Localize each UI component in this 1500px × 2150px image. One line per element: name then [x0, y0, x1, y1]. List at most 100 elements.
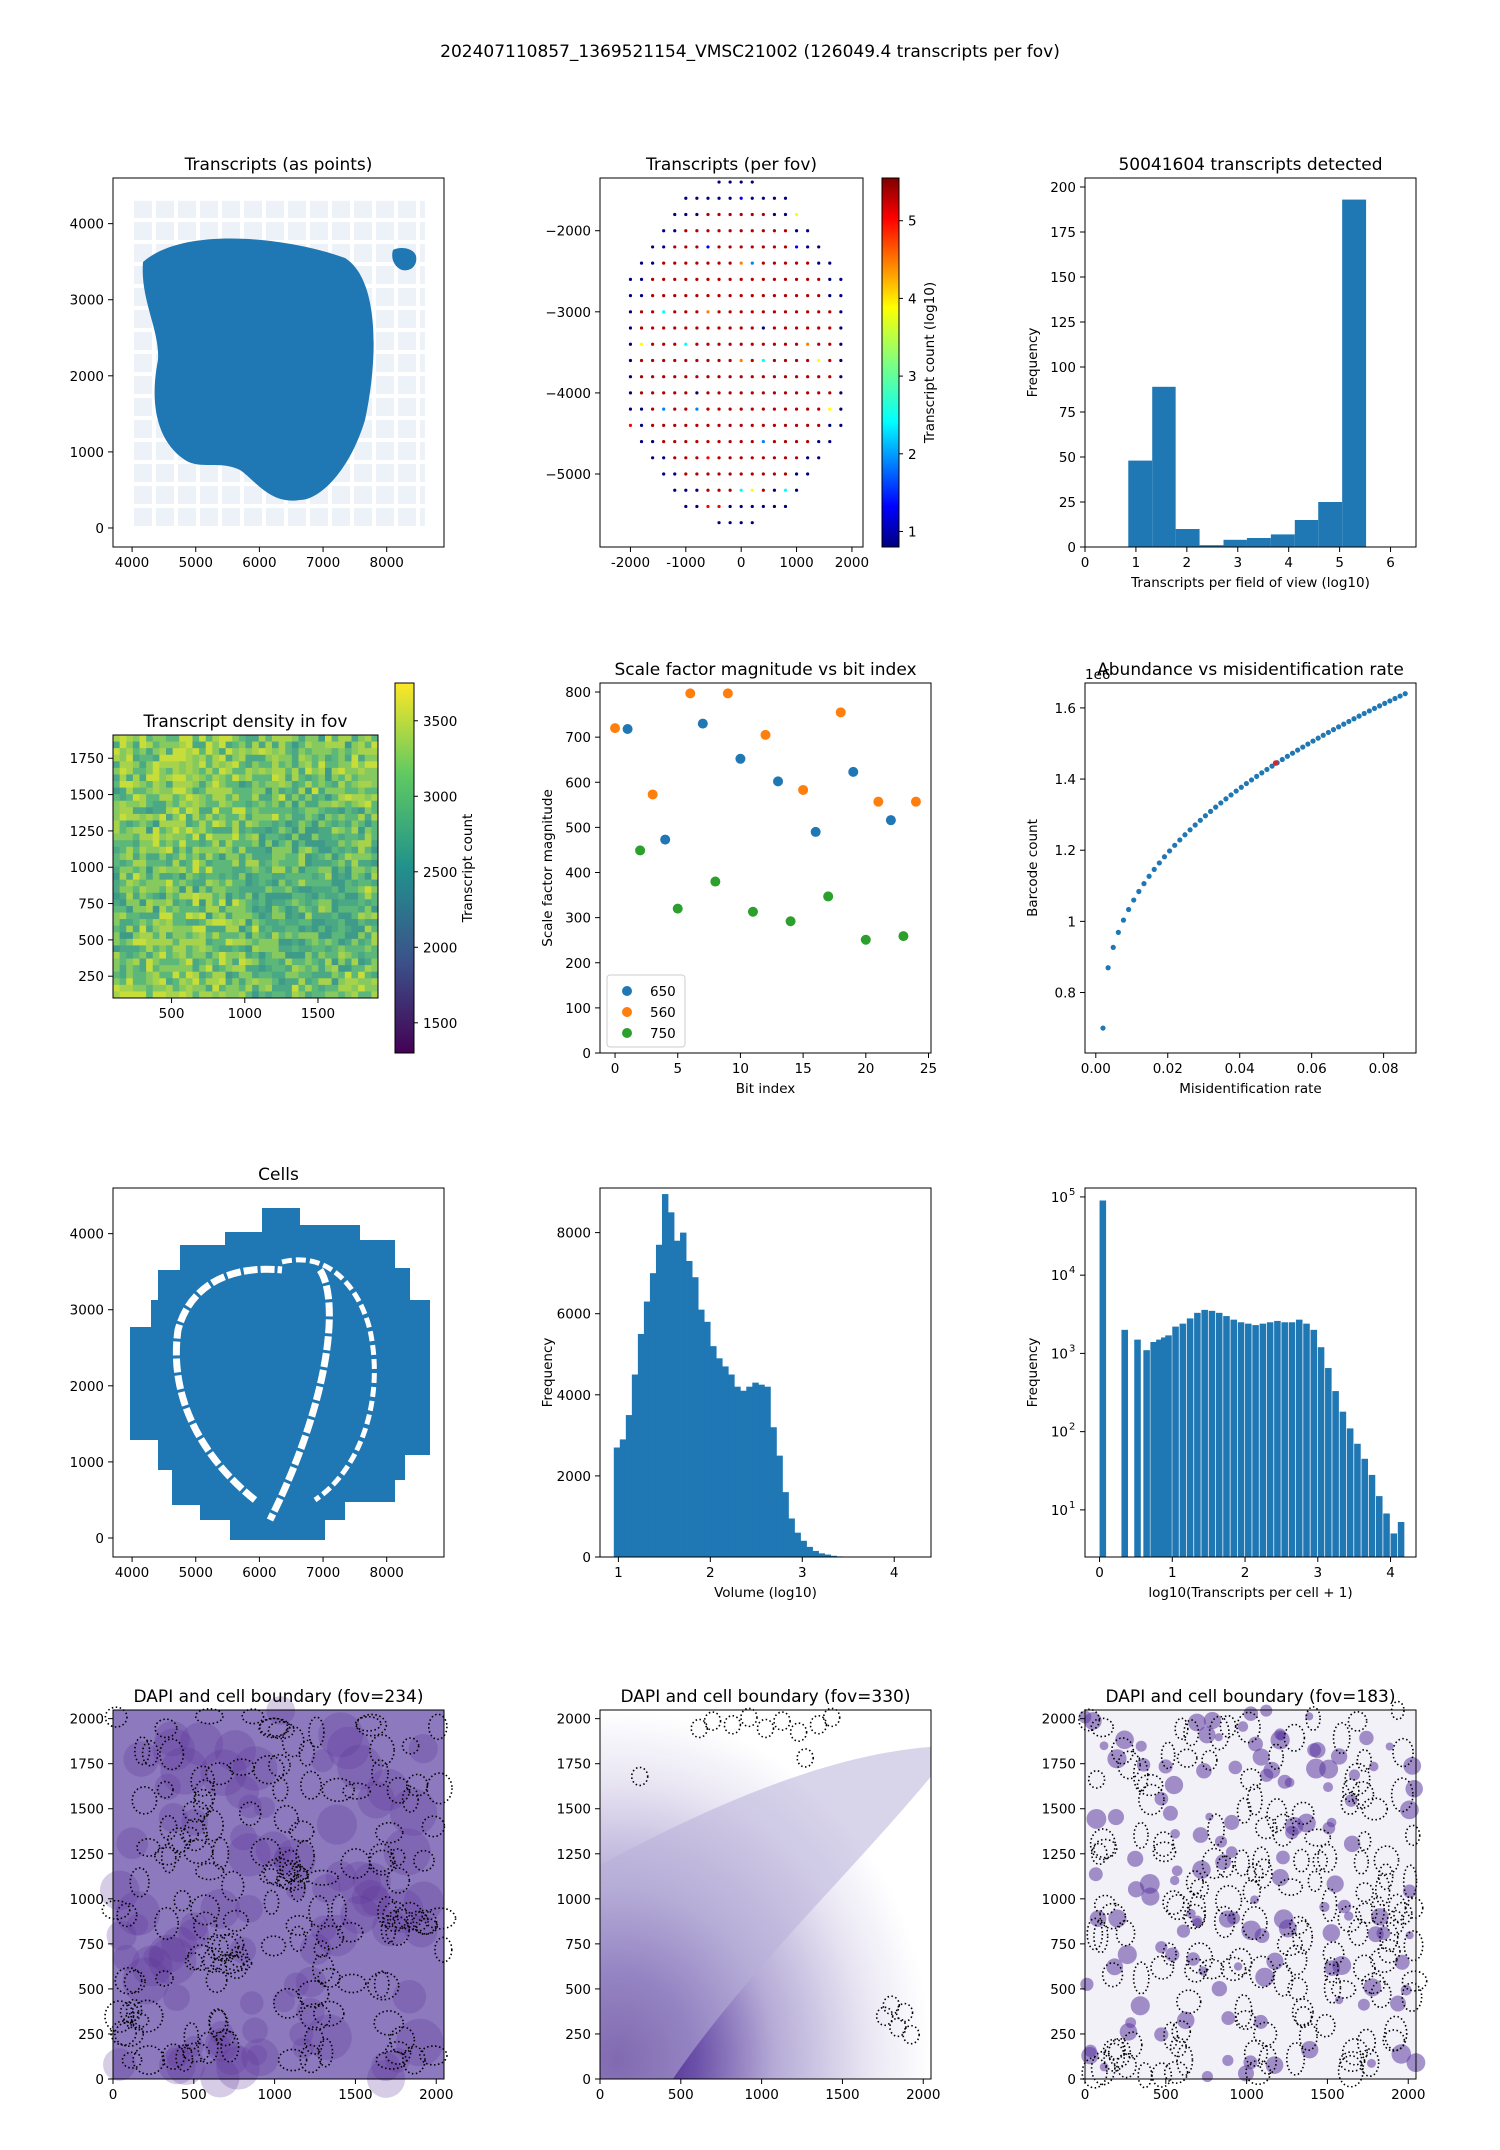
density-cell	[371, 991, 379, 999]
density-cell	[358, 866, 366, 874]
cell-boundary	[354, 1715, 382, 1732]
histogram-bar	[704, 1321, 711, 1557]
density-cell	[364, 859, 372, 867]
fov-point	[717, 277, 721, 281]
density-cell	[311, 833, 319, 841]
density-cell	[212, 978, 220, 986]
nucleus	[1322, 1924, 1341, 1942]
density-cell	[358, 951, 366, 960]
histogram-bar	[1230, 1319, 1238, 1557]
fov-point	[739, 423, 743, 427]
cell-boundary	[156, 1780, 174, 1799]
y-tick-label: 4000	[557, 1388, 591, 1404]
density-cell	[219, 774, 227, 782]
density-cell	[232, 899, 240, 907]
density-cell	[318, 951, 326, 960]
density-cell	[152, 978, 160, 986]
density-cell	[278, 886, 286, 894]
density-cell	[258, 735, 266, 743]
density-cell	[192, 859, 200, 867]
series-750-point	[785, 916, 796, 927]
density-cell	[225, 794, 233, 802]
cell-boundary	[1348, 1918, 1369, 1947]
density-cell	[358, 846, 366, 854]
density-cell	[179, 892, 187, 900]
x-tick-label: 1000	[228, 1006, 262, 1022]
density-cell	[245, 873, 253, 881]
density-cell	[212, 853, 220, 861]
fov-point	[783, 504, 788, 509]
density-cell	[192, 807, 200, 815]
cell-boundary	[1374, 1873, 1391, 1907]
density-cell	[285, 807, 293, 815]
density-cell	[152, 886, 160, 894]
density-cell	[351, 905, 359, 914]
series-750-point	[860, 934, 871, 945]
cell-boundary	[377, 1895, 397, 1928]
cell-boundary	[161, 2043, 186, 2070]
density-cell	[238, 945, 246, 953]
density-cell	[146, 859, 154, 867]
fov-point	[684, 196, 688, 200]
nucleus	[289, 2022, 314, 2047]
density-cell	[139, 892, 147, 900]
density-cell	[265, 735, 273, 743]
fov-point	[695, 342, 699, 346]
cell-boundary	[1291, 1801, 1315, 1826]
abundance-panel: 0.00 0.02 0.04 0.06 0.080.811.21.41.6Abundan…	[1025, 660, 1417, 1097]
cell-boundary	[1133, 1821, 1149, 1849]
x-tick-label: 5	[673, 1061, 682, 1077]
fov-point	[717, 488, 721, 492]
density-cell	[318, 748, 326, 756]
density-cell	[219, 945, 227, 953]
density-cell	[192, 912, 200, 920]
density-cell	[311, 866, 319, 874]
fov-point	[828, 326, 832, 330]
density-cell	[132, 794, 140, 802]
density-cell	[185, 866, 193, 874]
cell-boundary	[1298, 2022, 1318, 2052]
fov-point	[828, 310, 832, 314]
fov-point	[728, 375, 732, 379]
density-cell	[351, 879, 359, 887]
density-cell	[225, 859, 233, 867]
density-cell	[139, 787, 147, 795]
density-cell	[192, 879, 200, 887]
density-cell	[179, 853, 187, 861]
density-cell	[351, 873, 359, 881]
density-cell	[205, 800, 213, 808]
fov-point	[673, 391, 677, 395]
density-cell	[265, 945, 273, 953]
x-tick-label: 6000	[242, 1565, 276, 1581]
fov-point	[717, 196, 721, 200]
density-cell	[139, 748, 147, 756]
cell-boundary	[229, 1945, 249, 1968]
histogram-bar	[1208, 1310, 1216, 1557]
density-cell	[318, 879, 326, 887]
cell-boundary	[121, 2051, 143, 2069]
series-750-point	[823, 891, 834, 902]
density-cell	[278, 754, 286, 762]
density-cell	[159, 748, 167, 756]
fov-point	[717, 407, 721, 411]
y-tick-label: 0	[95, 2072, 104, 2088]
density-cell	[291, 820, 299, 828]
x-tick-label: 0	[737, 555, 746, 571]
density-cell	[252, 991, 260, 999]
cell-boundary	[401, 1737, 420, 1755]
nucleus	[1089, 1910, 1107, 1927]
cell-boundary	[1169, 2036, 1187, 2058]
density-cell	[199, 866, 207, 874]
density-cell	[139, 794, 147, 802]
density-cell	[245, 741, 253, 749]
density-cell	[358, 892, 366, 900]
fov-point	[717, 229, 721, 233]
cell-boundary	[194, 1707, 224, 1725]
density-cell	[159, 735, 167, 743]
density-cell	[152, 965, 160, 973]
density-cell	[272, 991, 280, 999]
density-cell	[199, 741, 207, 749]
cell-footprint	[130, 1208, 430, 1540]
abundance-point	[1341, 721, 1347, 727]
fov-point	[783, 375, 788, 379]
